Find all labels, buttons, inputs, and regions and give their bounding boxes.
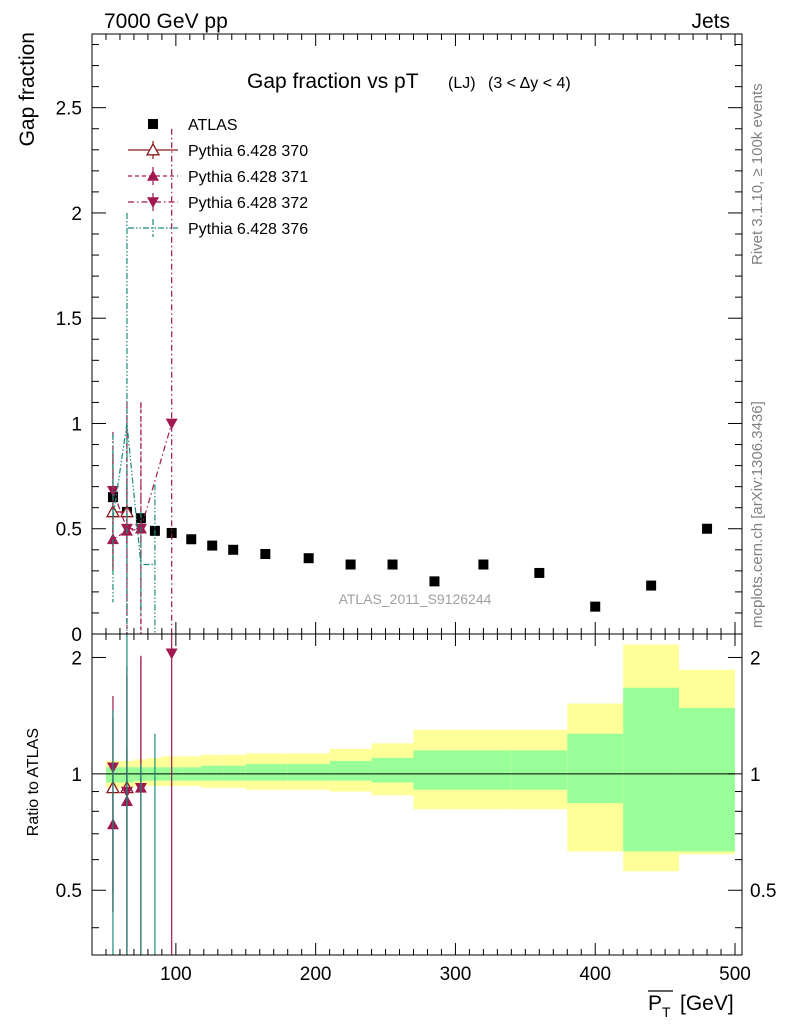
legend-entry: Pythia 6.428 370 [128,141,308,160]
data-point [345,559,356,570]
y-tick-label: 1 [71,414,82,435]
data-point [228,544,239,555]
legend-marker [148,119,158,129]
legend-label: Pythia 6.428 376 [188,221,308,238]
axis-ticks [92,34,742,955]
band-inner [201,765,224,781]
mcplots-label: mcplots.cern.ch [arXiv:1306.3436] [749,401,766,628]
band-inner [245,764,288,781]
ratio-frame [91,633,743,956]
band-inner [623,687,680,852]
legend-marker [147,170,159,181]
legend-entry: Pythia 6.428 371 [128,167,308,186]
data-point [166,527,177,538]
band-inner [567,733,624,804]
legend-entry: Pythia 6.428 372 [128,193,308,212]
ratio-ylabel: Ratio to ATLAS [25,728,42,836]
data-point [429,576,440,587]
legend-label: Pythia 6.428 372 [188,195,308,212]
ratio-y-tick-label-right: 2 [750,648,761,669]
series-pythia-6-428-372 [106,128,178,634]
data-point [186,534,197,545]
data-point [646,580,657,591]
title-main: Gap fraction vs pT [247,70,419,93]
x-tick-label: 100 [160,964,192,985]
rivet-label: Rivet 3.1.10, ≥ 100k events [749,83,766,265]
data-point [702,523,713,534]
legend-marker [147,197,159,208]
y-tick-label: 0.5 [56,520,82,541]
band-inner [329,760,372,781]
ratio-y-tick-label: 0.5 [56,881,82,902]
title-sub: (LJ) [448,75,476,92]
series-pythia-6-428-372 [106,634,178,955]
series-line [112,423,173,530]
series-pythia-6-428-376 [112,634,156,955]
data-point [387,559,398,570]
data-point [106,533,119,545]
y-tick-label: 0 [71,625,82,646]
title-range: (3 < Δy < 4) [488,75,571,92]
xlabel-p: P [648,992,662,1015]
ratio-y-tick-label-right: 1 [750,765,761,786]
data-point [478,559,489,570]
axis-tick-labels: 100 200 300 400 500 0 0.5 1 1.5 2 2.5 0.5 0.5 1 1 2 2 [56,99,777,985]
ratio-uncertainty-bands [105,644,736,872]
xlabel-t: T [662,1004,671,1020]
ratio-y-tick-label-right: 0.5 [750,881,776,902]
data-point [260,549,271,559]
header-left: 7000 GeV pp [104,10,228,33]
band-inner [413,750,512,790]
data-point [207,540,218,551]
analysis-tag: ATLAS_2011_S9126244 [339,591,492,607]
ratio-y-tick-label: 1 [71,765,82,786]
legend-entry: Pythia 6.428 376 [128,219,308,238]
ratio-xlabel: P T [GeV] [648,990,734,1020]
data-point [590,601,601,612]
legend-label: ATLAS [188,117,238,134]
header-right: Jets [691,10,730,33]
x-tick-label: 400 [579,964,611,985]
y-tick-label: 2.5 [56,99,82,120]
xlabel-unit: [GeV] [680,992,734,1015]
legend-label: Pythia 6.428 371 [188,169,308,186]
plot-title: Gap fraction vs pT (LJ) (3 < Δy < 4) [247,70,571,93]
legend-label: Pythia 6.428 370 [188,143,308,160]
legend: ATLAS Pythia 6.428 370 Pythia 6.428 371 Pyt… [128,117,308,238]
y-tick-label: 1.5 [56,309,82,330]
band-inner [679,708,736,852]
x-tick-label: 200 [300,964,332,985]
ratio-series [105,634,178,955]
legend-entry: ATLAS [148,117,238,134]
ratio-y-tick-label: 2 [71,648,82,669]
main-ylabel: Gap fraction [16,32,39,146]
data-point [165,648,178,660]
data-point [534,567,545,578]
series-line [112,423,155,566]
legend-marker [145,142,161,156]
series-pythia-6-428-376 [112,212,156,634]
band-inner [511,750,568,790]
band-inner [223,765,246,781]
data-point [165,418,178,430]
band-inner [287,764,330,781]
x-tick-label: 500 [719,964,751,985]
y-tick-label: 2 [71,204,82,225]
x-tick-label: 300 [440,964,472,985]
main-series [105,128,713,634]
data-point [303,553,314,564]
band-inner [371,757,414,783]
series-pythia-6-428-370 [105,717,135,912]
